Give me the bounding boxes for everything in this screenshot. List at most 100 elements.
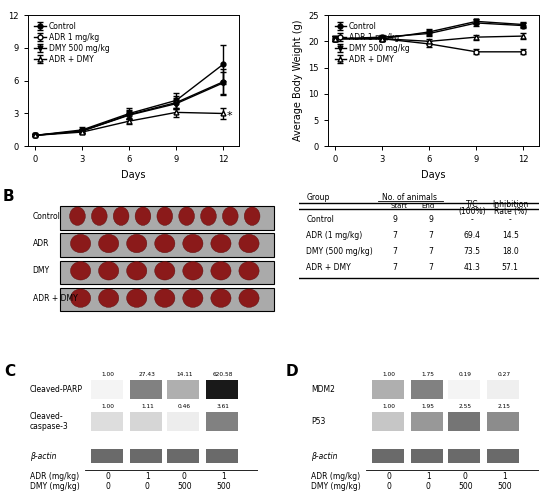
Ellipse shape [211,262,231,280]
Text: C: C [4,364,15,379]
Bar [60,261,274,284]
Text: 1.00: 1.00 [102,404,114,409]
Text: Start: Start [390,203,407,209]
Bar [60,288,274,311]
Text: 0: 0 [426,482,431,490]
Text: P53: P53 [311,417,325,426]
Text: Group: Group [306,193,329,202]
Ellipse shape [70,262,91,280]
Bar [60,233,274,257]
Text: B: B [2,190,14,205]
Ellipse shape [70,207,85,225]
Bar [91,380,123,399]
Ellipse shape [126,234,147,253]
X-axis label: Days: Days [121,170,145,180]
Ellipse shape [135,207,151,225]
Ellipse shape [183,234,203,253]
Text: 0: 0 [463,472,467,481]
Bar [167,412,199,432]
Bar [60,206,274,229]
Ellipse shape [126,289,147,307]
Text: No. of animals: No. of animals [382,193,437,202]
Ellipse shape [201,207,216,225]
Text: DMY: DMY [32,266,50,275]
Text: -: - [509,215,512,224]
Text: Rate (%): Rate (%) [493,207,527,216]
Ellipse shape [239,262,259,280]
Text: DMY (500 mg/kg): DMY (500 mg/kg) [306,247,373,256]
Bar [411,449,443,463]
Bar [167,449,199,463]
Ellipse shape [183,262,203,280]
Text: 1: 1 [502,472,507,481]
Text: 57.1: 57.1 [502,263,519,272]
Text: 1: 1 [426,472,431,481]
Text: ADR + DMY: ADR + DMY [306,263,351,272]
Ellipse shape [70,234,91,253]
Text: 14.11: 14.11 [176,372,192,377]
Text: 500: 500 [177,482,191,490]
Ellipse shape [91,207,107,225]
Text: End: End [421,203,434,209]
Text: 7: 7 [393,247,398,256]
Text: 0.27: 0.27 [498,372,511,377]
Bar [372,380,404,399]
Bar [167,380,199,399]
Text: 1.00: 1.00 [383,372,396,377]
Text: 1: 1 [221,472,226,481]
Bar [411,412,443,432]
Bar [487,380,519,399]
Text: 500: 500 [497,482,512,490]
Bar [487,449,519,463]
Bar [372,412,404,432]
Text: 73.5: 73.5 [463,247,480,256]
Bar [130,380,162,399]
Bar [130,412,162,432]
Text: Cleaved-
caspase-3: Cleaved- caspase-3 [30,412,69,431]
Text: MDM2: MDM2 [311,385,335,394]
Text: 1.75: 1.75 [422,372,435,377]
Ellipse shape [211,289,231,307]
Ellipse shape [222,207,238,225]
Text: *: * [227,111,232,121]
Ellipse shape [155,289,175,307]
Text: D: D [285,364,298,379]
Bar [411,380,443,399]
Ellipse shape [98,262,119,280]
Text: 14.5: 14.5 [502,231,519,240]
Text: Cleaved-PARP: Cleaved-PARP [30,385,83,394]
Ellipse shape [98,289,119,307]
Text: 1.95: 1.95 [422,404,435,409]
Text: ADR: ADR [32,239,49,248]
Ellipse shape [70,289,91,307]
X-axis label: Days: Days [421,170,446,180]
Text: 27.43: 27.43 [139,372,156,377]
Text: 0: 0 [145,482,150,490]
Text: 41.3: 41.3 [464,263,480,272]
Text: 0: 0 [387,482,392,490]
Bar [372,449,404,463]
Text: 9: 9 [428,215,433,224]
Ellipse shape [113,207,129,225]
Ellipse shape [157,207,173,225]
Text: 2.15: 2.15 [498,404,511,409]
Ellipse shape [155,234,175,253]
Legend: Control, ADR 1 mg/kg, DMY 500 mg/kg, ADR + DMY: Control, ADR 1 mg/kg, DMY 500 mg/kg, ADR… [332,19,413,67]
Bar [487,412,519,432]
Y-axis label: Average Body Weight (g): Average Body Weight (g) [293,20,303,141]
Text: 0.19: 0.19 [459,372,472,377]
Text: 0: 0 [182,472,186,481]
Text: DMY (mg/kg): DMY (mg/kg) [311,482,361,490]
Text: 500: 500 [216,482,230,490]
Text: ADR + DMY: ADR + DMY [32,294,78,303]
Text: (100%): (100%) [458,207,486,216]
Bar [448,380,480,399]
Text: 0.46: 0.46 [178,404,191,409]
Text: -: - [470,215,473,224]
Bar [91,449,123,463]
Bar [448,449,480,463]
Bar [206,380,238,399]
Text: 18.0: 18.0 [502,247,519,256]
Text: β-actin: β-actin [311,452,337,461]
Text: 0: 0 [106,472,111,481]
